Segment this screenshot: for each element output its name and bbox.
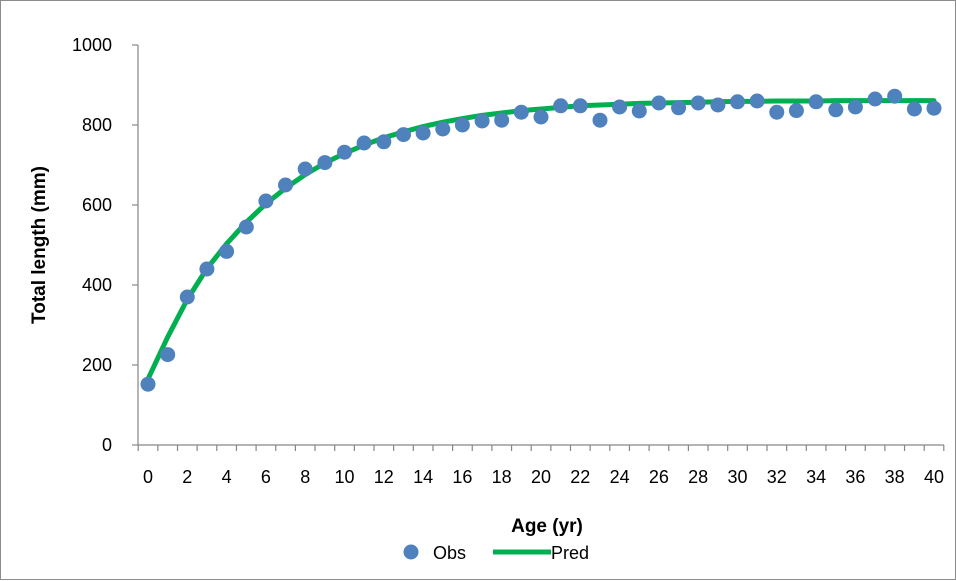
obs-point [199,261,215,277]
obs-point [788,103,804,119]
obs-point [238,219,254,235]
x-tick-label: 24 [610,467,630,487]
x-tick-label: 18 [492,467,512,487]
obs-point [553,98,569,114]
obs-point [926,100,942,116]
obs-point [297,161,313,177]
obs-point [435,121,451,137]
x-tick-label: 10 [334,467,354,487]
obs-point [533,109,549,125]
x-tick-label: 4 [222,467,232,487]
obs-point [513,104,529,120]
obs-point [769,104,785,120]
pred-line-layer [145,98,937,382]
obs-point [592,112,608,128]
obs-point [651,95,667,111]
x-tick-label: 34 [806,467,826,487]
obs-point [730,94,745,110]
y-tick-label: 400 [82,275,112,295]
obs-point [278,177,293,193]
x-axis-title: Age (yr) [511,516,583,537]
y-tick-label: 0 [102,435,112,455]
obs-point [179,289,195,305]
x-tick-label: 30 [727,467,747,487]
obs-point [337,144,352,160]
obs-point [376,134,392,150]
obs-point [847,99,863,115]
obs-point [317,155,333,171]
obs-point [710,97,726,113]
obs-point [671,100,687,116]
legend-obs-label: Obs [433,543,466,563]
y-tick-label: 800 [82,115,112,135]
obs-point [356,135,372,151]
y-axis-title: Total length (mm) [29,166,50,324]
obs-point [808,94,824,110]
obs-point [219,243,235,259]
x-tick-label: 6 [261,467,271,487]
obs-point [906,101,922,117]
legend: Obs Pred [403,543,589,563]
obs-point [572,98,588,114]
x-tick-label: 22 [570,467,590,487]
x-tick-label: 20 [531,467,551,487]
x-tick-label: 36 [845,467,865,487]
y-tick-label: 600 [82,195,112,215]
legend-obs-marker [403,544,419,560]
x-tick-label: 28 [688,467,708,487]
obs-point [494,112,510,128]
obs-point [160,347,176,363]
obs-point [474,113,490,129]
pred-line [145,98,937,382]
obs-point [867,91,883,107]
obs-point [612,99,628,115]
obs-point [887,88,903,104]
x-tick-label: 12 [374,467,394,487]
y-tick-label: 1000 [72,35,112,55]
x-tick-label: 32 [767,467,787,487]
obs-point [828,102,844,118]
x-tick-label: 40 [924,467,944,487]
obs-point [140,376,156,392]
x-tick-label: 38 [885,467,905,487]
obs-point [690,95,706,111]
obs-point [415,125,431,141]
x-tick-label: 0 [143,467,153,487]
x-tick-label: 26 [649,467,669,487]
obs-point [631,103,647,119]
x-tick-label: 8 [300,467,310,487]
y-tick-label: 200 [82,355,112,375]
x-tick-label: 16 [452,467,472,487]
legend-pred-label: Pred [551,543,589,563]
x-tick-label: 2 [182,467,192,487]
x-tick-label: 14 [413,467,433,487]
obs-point [454,117,470,133]
obs-points-layer [140,88,942,392]
obs-point [749,93,765,109]
obs-point [396,127,411,143]
obs-point [258,193,274,209]
